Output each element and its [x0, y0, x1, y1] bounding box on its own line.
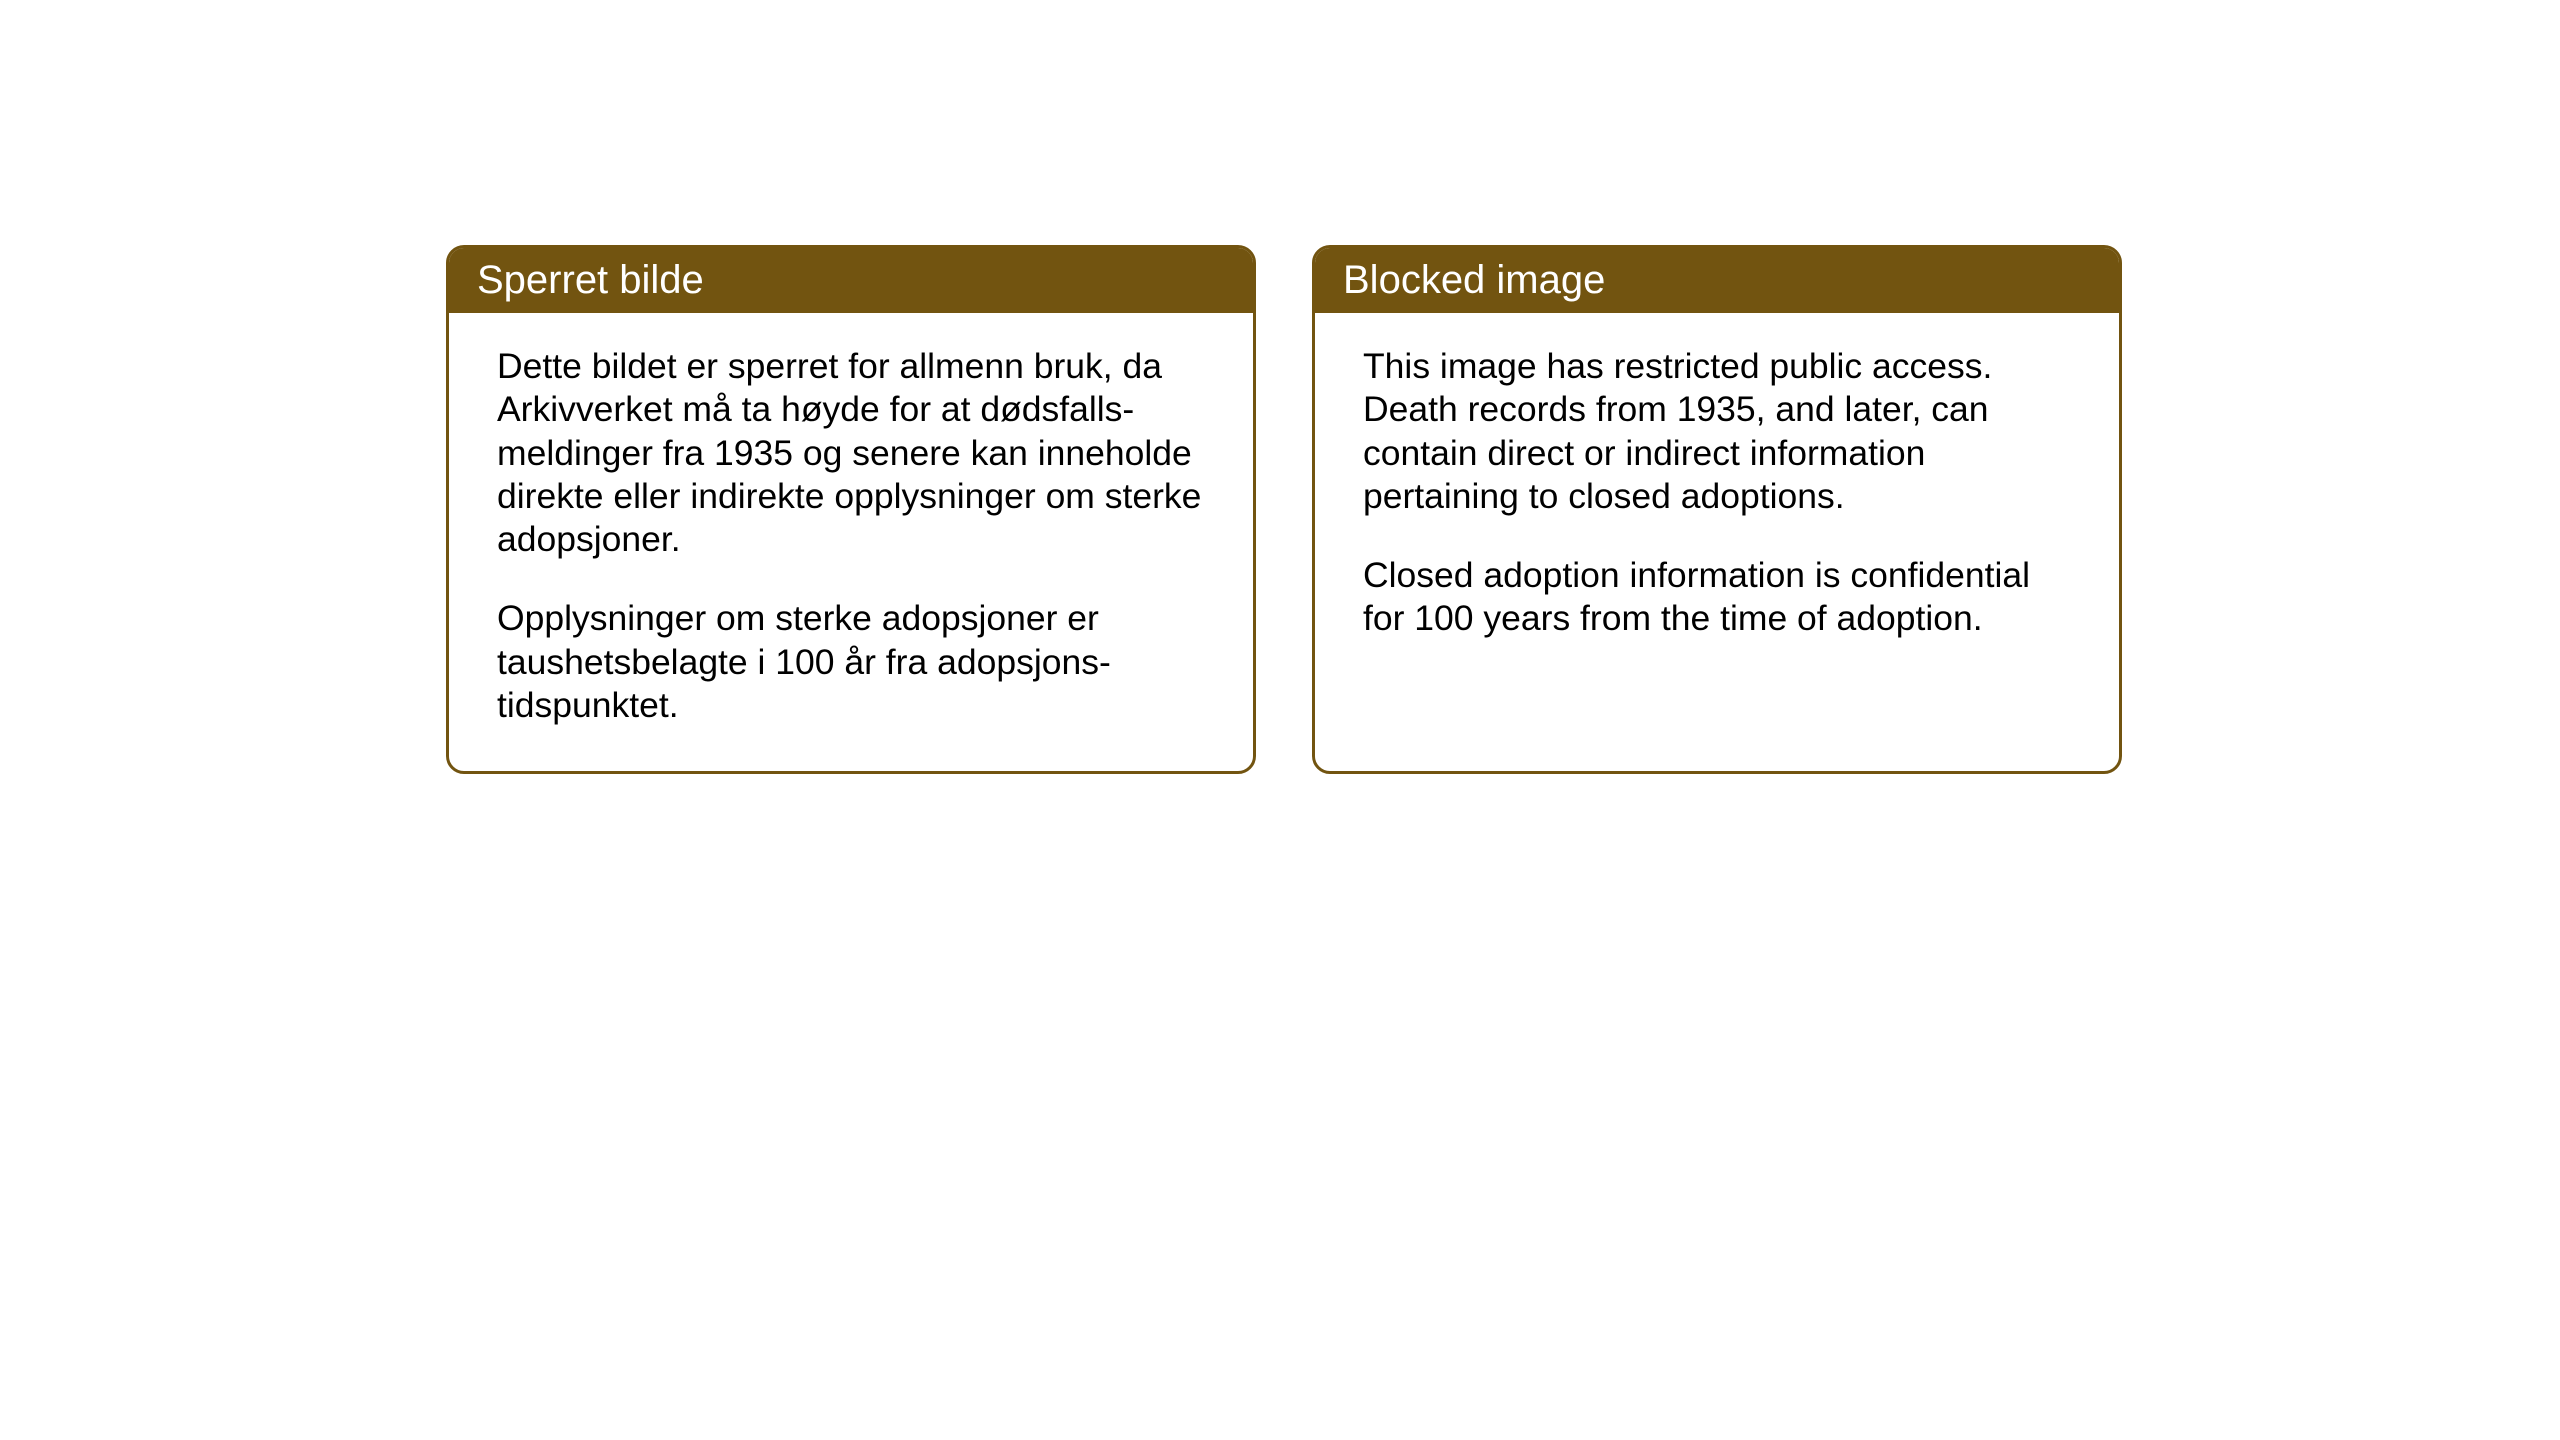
- notice-card-header: Blocked image: [1315, 248, 2119, 313]
- notice-card-header: Sperret bilde: [449, 248, 1253, 313]
- notice-card-body: This image has restricted public access.…: [1315, 313, 2119, 725]
- notice-cards-container: Sperret bilde Dette bildet er sperret fo…: [446, 245, 2122, 774]
- notice-paragraph: Dette bildet er sperret for allmenn bruk…: [497, 345, 1205, 561]
- notice-card-norwegian: Sperret bilde Dette bildet er sperret fo…: [446, 245, 1256, 774]
- notice-card-english: Blocked image This image has restricted …: [1312, 245, 2122, 774]
- notice-card-body: Dette bildet er sperret for allmenn bruk…: [449, 313, 1253, 771]
- notice-card-title: Blocked image: [1343, 258, 1605, 302]
- notice-paragraph: Opplysninger om sterke adopsjoner er tau…: [497, 597, 1205, 727]
- notice-card-title: Sperret bilde: [477, 258, 704, 302]
- notice-paragraph: This image has restricted public access.…: [1363, 345, 2071, 518]
- notice-paragraph: Closed adoption information is confident…: [1363, 554, 2071, 641]
